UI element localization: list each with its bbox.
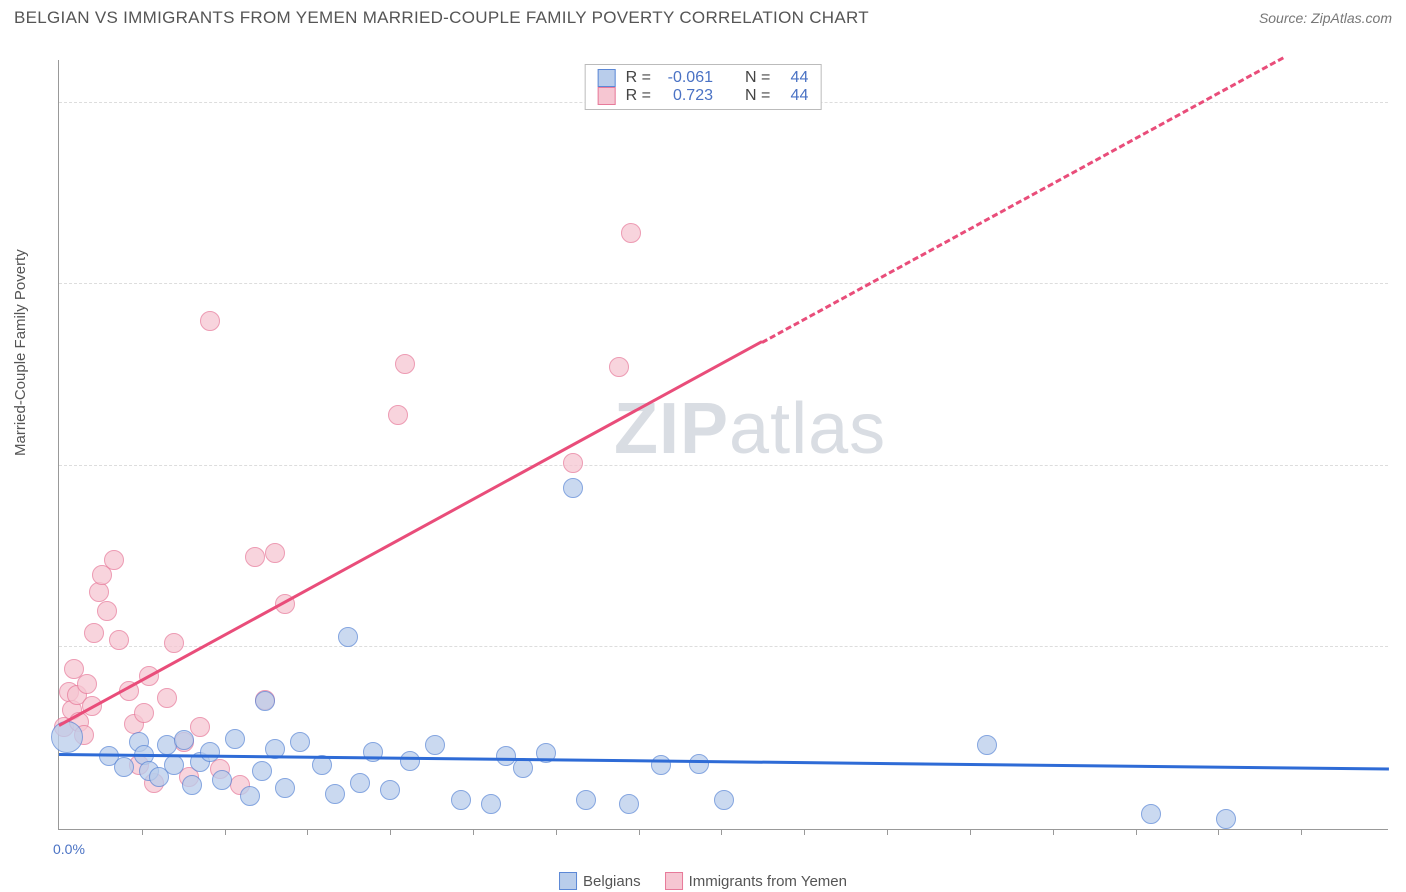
data-point <box>182 775 202 795</box>
data-point <box>77 674 97 694</box>
y-tick-label: 25.0% <box>1394 458 1406 474</box>
data-point <box>563 478 583 498</box>
data-point <box>157 688 177 708</box>
data-point <box>325 784 345 804</box>
n-value: 44 <box>780 69 808 87</box>
n-label: N = <box>745 87 770 105</box>
x-max-label: 50.0% <box>1394 833 1406 849</box>
data-point <box>576 790 596 810</box>
data-point <box>481 794 501 814</box>
series-legend: Belgians Immigrants from Yemen <box>559 872 847 890</box>
data-point <box>350 773 370 793</box>
x-tick <box>804 829 805 835</box>
data-point <box>338 627 358 647</box>
x-tick <box>1136 829 1137 835</box>
data-point <box>164 633 184 653</box>
data-point <box>609 357 629 377</box>
swatch-icon <box>598 87 616 105</box>
data-point <box>275 778 295 798</box>
swatch-icon <box>665 872 683 890</box>
trend-line <box>58 341 762 727</box>
y-axis-title: Married-Couple Family Poverty <box>12 249 29 456</box>
x-tick <box>473 829 474 835</box>
chart-container: Married-Couple Family Poverty ZIPatlas 1… <box>0 36 1406 892</box>
data-point <box>104 550 124 570</box>
x-tick <box>1218 829 1219 835</box>
legend-row: R = 0.723 N = 44 <box>598 87 809 105</box>
r-label: R = <box>626 69 651 87</box>
data-point <box>651 755 671 775</box>
legend-item-yemen: Immigrants from Yemen <box>665 872 847 890</box>
data-point <box>563 453 583 473</box>
data-point <box>1141 804 1161 824</box>
y-tick-label: 50.0% <box>1394 95 1406 111</box>
gridline <box>59 646 1388 647</box>
data-point <box>400 751 420 771</box>
data-point <box>380 780 400 800</box>
x-tick <box>887 829 888 835</box>
r-value: -0.061 <box>661 69 713 87</box>
gridline <box>59 465 1388 466</box>
swatch-icon <box>559 872 577 890</box>
data-point <box>51 721 83 753</box>
x-tick <box>970 829 971 835</box>
data-point <box>212 770 232 790</box>
data-point <box>619 794 639 814</box>
y-tick-label: 37.5% <box>1394 276 1406 292</box>
r-label: R = <box>626 87 651 105</box>
data-point <box>388 405 408 425</box>
data-point <box>496 746 516 766</box>
data-point <box>621 223 641 243</box>
trend-line <box>761 56 1283 343</box>
data-point <box>89 582 109 602</box>
x-tick <box>307 829 308 835</box>
data-point <box>265 543 285 563</box>
data-point <box>200 311 220 331</box>
data-point <box>290 732 310 752</box>
correlation-legend: R = -0.061 N = 44 R = 0.723 N = 44 <box>585 64 822 110</box>
data-point <box>689 754 709 774</box>
data-point <box>114 757 134 777</box>
r-value: 0.723 <box>661 87 713 105</box>
data-point <box>252 761 272 781</box>
plot-area: ZIPatlas 12.5%25.0%37.5%50.0%0.0%50.0% <box>58 60 1388 830</box>
data-point <box>245 547 265 567</box>
legend-row: R = -0.061 N = 44 <box>598 69 809 87</box>
data-point <box>395 354 415 374</box>
data-point <box>225 729 245 749</box>
x-tick <box>225 829 226 835</box>
data-point <box>1216 809 1236 829</box>
data-point <box>97 601 117 621</box>
data-point <box>109 630 129 650</box>
data-point <box>240 786 260 806</box>
x-tick <box>1053 829 1054 835</box>
x-tick <box>142 829 143 835</box>
gridline <box>59 283 1388 284</box>
x-tick <box>390 829 391 835</box>
data-point <box>255 691 275 711</box>
n-value: 44 <box>780 87 808 105</box>
x-min-label: 0.0% <box>53 841 85 857</box>
data-point <box>134 703 154 723</box>
data-point <box>714 790 734 810</box>
swatch-icon <box>598 69 616 87</box>
data-point <box>164 755 184 775</box>
x-tick <box>639 829 640 835</box>
data-point <box>451 790 471 810</box>
n-label: N = <box>745 69 770 87</box>
chart-title: BELGIAN VS IMMIGRANTS FROM YEMEN MARRIED… <box>14 8 869 28</box>
x-tick <box>556 829 557 835</box>
data-point <box>174 730 194 750</box>
x-tick <box>1301 829 1302 835</box>
legend-item-belgians: Belgians <box>559 872 641 890</box>
y-tick-label: 12.5% <box>1394 639 1406 655</box>
data-point <box>200 742 220 762</box>
data-point <box>425 735 445 755</box>
data-point <box>977 735 997 755</box>
legend-label: Immigrants from Yemen <box>689 873 847 890</box>
x-tick <box>721 829 722 835</box>
source-label: Source: ZipAtlas.com <box>1259 10 1392 26</box>
data-point <box>84 623 104 643</box>
legend-label: Belgians <box>583 873 641 890</box>
